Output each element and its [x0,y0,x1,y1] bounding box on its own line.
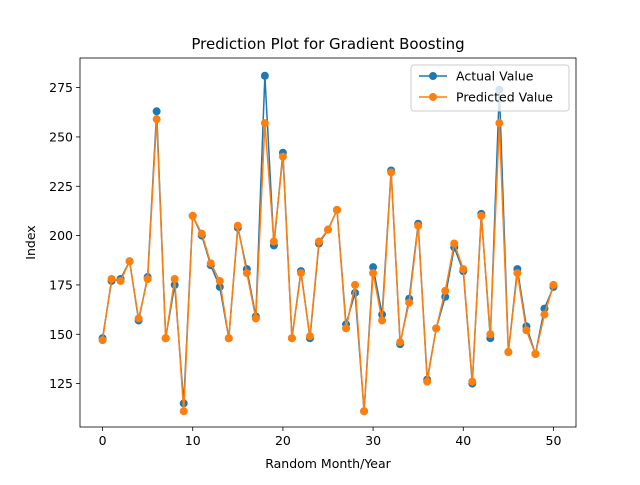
legend: Actual Value Predicted Value [410,64,570,112]
data-point [513,269,522,278]
data-point [296,269,305,278]
data-point [450,239,459,248]
data-point [170,275,179,284]
legend-box [410,64,570,112]
data-point [387,168,396,177]
x-tick-label: 40 [455,433,471,448]
data-point [522,326,531,335]
data-point [233,221,242,230]
legend-entry-actual: Actual Value [419,69,534,84]
data-point [504,348,513,357]
y-tick-label: 125 [49,376,73,391]
series-1 [98,115,558,416]
data-point [414,221,423,230]
data-point [116,276,125,285]
data-point [260,119,269,128]
data-point [260,71,269,80]
x-tick-label: 20 [275,433,291,448]
data-point [161,334,170,343]
x-axis-title: Random Month/Year [265,456,391,471]
data-point [495,119,504,128]
legend-entry-predicted: Predicted Value [419,90,553,105]
data-point [215,276,224,285]
data-point [206,259,215,268]
y-tick-label: 150 [49,327,73,342]
data-point [333,205,342,214]
data-point [188,211,197,220]
data-point [396,338,405,347]
data-point [459,265,468,274]
data-point [477,211,486,220]
data-point [242,269,251,278]
data-point [143,275,152,284]
y-tick-label: 175 [49,277,73,292]
y-tick-label: 250 [49,129,73,144]
data-point [107,275,116,284]
data-point [179,407,188,416]
data-point [125,257,134,266]
data-point [197,229,206,238]
x-tick-label: 10 [185,433,201,448]
y-axis: 125 150 175 200 225 250 275 [49,80,80,391]
legend-marker-predicted [429,93,437,101]
data-point [324,225,332,234]
data-point [468,377,477,386]
x-axis: 0 10 20 30 40 50 [99,427,562,448]
data-point [314,237,323,246]
plot-frame [79,57,577,428]
legend-label-actual: Actual Value [456,69,534,84]
data-point [378,316,387,325]
data-point [152,115,161,124]
data-point [540,310,549,319]
data-point [152,107,161,116]
data-point [224,334,233,343]
data-point [278,152,287,161]
data-point [432,324,441,333]
data-point [342,324,351,333]
legend-marker-actual [429,72,437,80]
y-tick-label: 275 [49,80,73,95]
x-tick-label: 0 [99,433,107,448]
data-point [531,349,540,358]
data-point [423,377,432,386]
x-tick-label: 50 [546,433,562,448]
data-point [251,314,260,323]
data-point [441,286,450,295]
series-layer [98,71,558,416]
data-point [486,330,495,339]
data-point [134,314,143,323]
legend-label-predicted: Predicted Value [456,90,553,105]
data-point [405,298,414,307]
data-point [549,280,558,289]
data-point [351,280,360,289]
data-point [369,263,378,272]
data-point [305,332,314,341]
data-point [360,407,369,416]
y-axis-title: Index [23,225,38,259]
data-point [287,334,296,343]
y-tick-label: 225 [49,179,73,194]
x-tick-label: 30 [365,433,381,448]
data-point [98,336,107,345]
data-point [269,237,278,246]
data-point [369,269,378,278]
chart-title: Prediction Plot for Gradient Boosting [191,35,464,53]
y-tick-label: 200 [49,228,73,243]
